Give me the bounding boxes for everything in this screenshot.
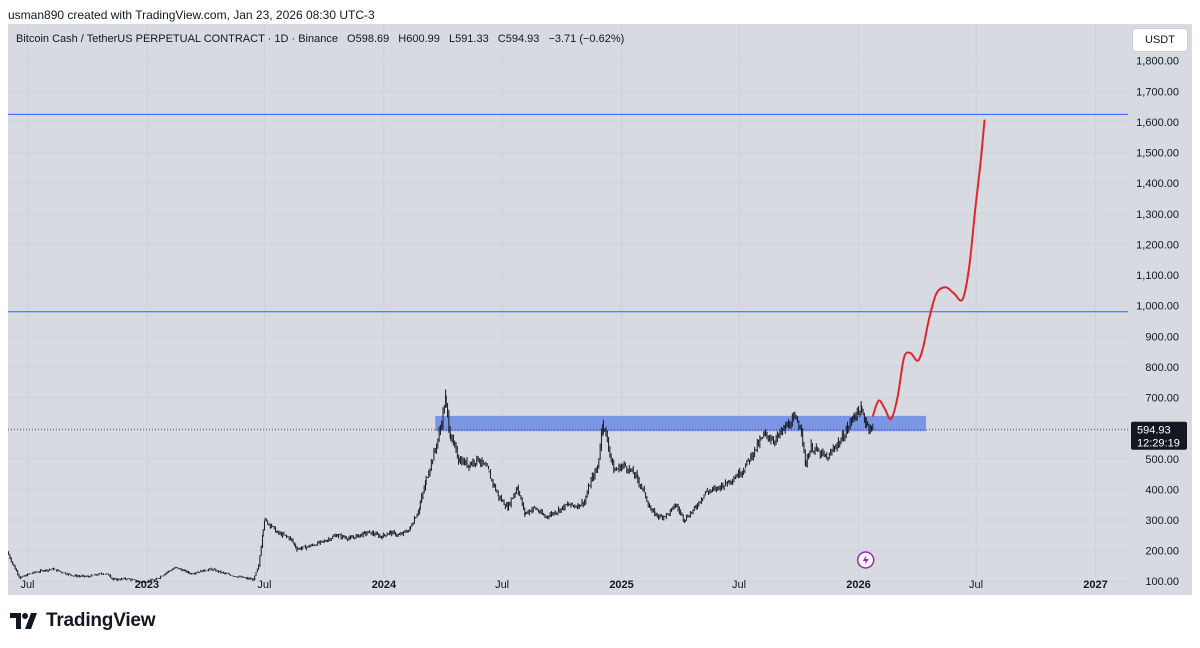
x-tick-label: 2024 xyxy=(372,579,397,591)
y-tick-label: 500.00 xyxy=(1145,454,1179,466)
price-tag xyxy=(1131,421,1187,450)
y-tick-label: 1,800.00 xyxy=(1136,56,1179,68)
x-tick-label: 2023 xyxy=(135,579,159,591)
x-tick-label: Jul xyxy=(495,579,509,591)
symbol-name: Bitcoin Cash / TetherUS PERPETUAL CONTRA… xyxy=(16,33,338,45)
x-tick-label: Jul xyxy=(969,579,983,591)
symbol-info: Bitcoin Cash / TetherUS PERPETUAL CONTRA… xyxy=(16,33,630,45)
chart-area[interactable]: 1,800.00 1,700.00 1,600.00 1,500.00 1,400.00… xyxy=(8,24,1192,595)
change-value: −3.71 (−0.62%) xyxy=(548,33,625,45)
x-tick-label: Jul xyxy=(20,579,34,591)
y-tick-label: 1,100.00 xyxy=(1136,270,1179,282)
y-tick-label: 1,700.00 xyxy=(1136,86,1179,98)
currency-button[interactable]: USDT xyxy=(1132,28,1188,52)
y-tick-label: 900.00 xyxy=(1145,331,1179,343)
y-tick-label: 1,400.00 xyxy=(1136,178,1179,190)
resistance-zone xyxy=(435,415,927,432)
y-tick-label: 1,200.00 xyxy=(1136,239,1179,251)
x-tick-label: Jul xyxy=(732,579,746,591)
y-tick-label: 800.00 xyxy=(1145,362,1179,374)
x-tick-label: 2025 xyxy=(609,579,633,591)
y-tick-label: 1,600.00 xyxy=(1136,117,1179,129)
y-tick-label: 100.00 xyxy=(1145,576,1179,588)
projection-curve xyxy=(871,119,986,421)
x-tick-label: 2026 xyxy=(846,579,870,591)
y-tick-label: 200.00 xyxy=(1145,546,1179,558)
event-flash-glyph xyxy=(862,555,869,565)
open-value: O598.69 xyxy=(347,33,390,45)
x-tick-label: Jul xyxy=(257,579,271,591)
high-value: H600.99 xyxy=(398,33,440,45)
tradingview-logo: TradingView xyxy=(10,610,156,632)
y-tick-label: 400.00 xyxy=(1145,484,1179,496)
y-tick-label: 1,500.00 xyxy=(1136,148,1179,160)
price-chart[interactable]: 1,800.00 1,700.00 1,600.00 1,500.00 1,400.00… xyxy=(8,24,1192,595)
price-tag-value: 594.93 xyxy=(1137,425,1171,437)
brand-name: TradingView xyxy=(46,610,156,631)
price-tag-countdown: 12:29:19 xyxy=(1137,438,1180,450)
close-value: C594.93 xyxy=(497,33,540,45)
y-tick-label: 700.00 xyxy=(1145,393,1179,405)
tradingview-logo-icon xyxy=(10,613,37,629)
chart-credit: usman890 created with TradingView.com, J… xyxy=(8,8,375,22)
y-tick-label: 1,300.00 xyxy=(1136,209,1179,221)
x-tick-label: 2027 xyxy=(1083,579,1107,591)
y-tick-label: 1,000.00 xyxy=(1136,301,1179,313)
y-tick-label: 300.00 xyxy=(1145,515,1179,527)
low-value: L591.33 xyxy=(448,33,489,45)
